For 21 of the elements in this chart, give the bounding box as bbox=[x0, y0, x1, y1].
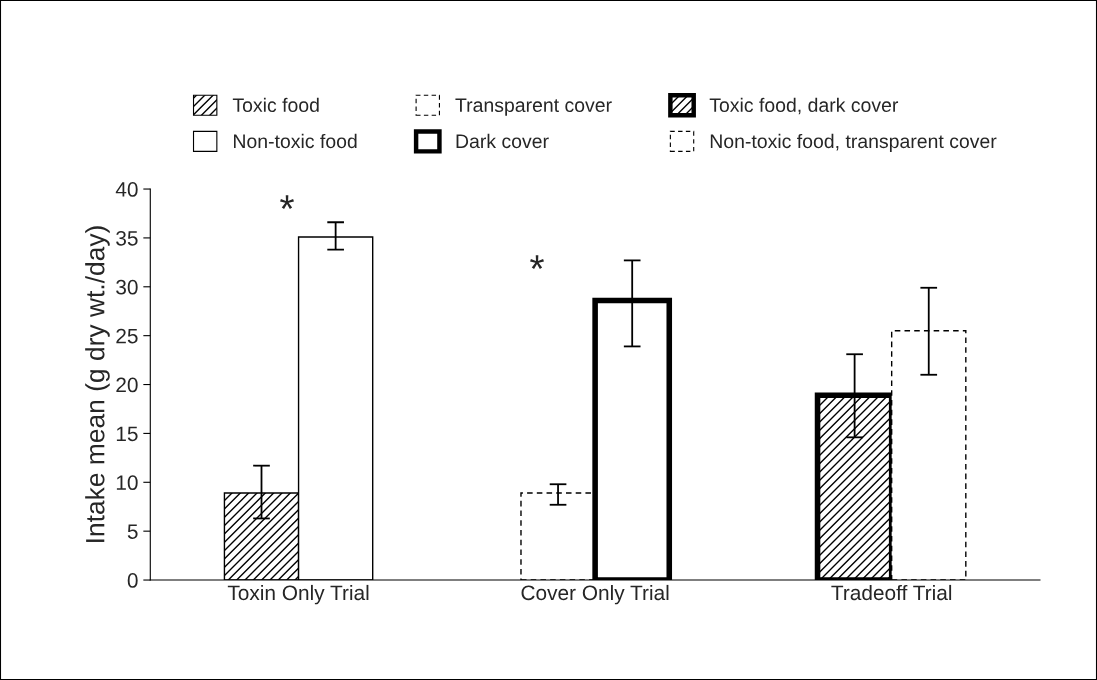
x-tick-label: Cover Only Trial bbox=[521, 584, 669, 605]
legend-label: Dark cover bbox=[456, 133, 549, 149]
y-tick-label: 30 bbox=[116, 279, 138, 295]
annotation: * bbox=[530, 255, 544, 269]
legend-label: Toxic food bbox=[232, 97, 319, 113]
y-tick-label: 15 bbox=[116, 426, 138, 442]
legend-label: Non-toxic food, transparent cover bbox=[710, 133, 997, 152]
y-tick-label: 40 bbox=[115, 182, 138, 197]
legend-label: Transparent cover bbox=[455, 98, 612, 116]
y-axis-title: Intake mean (g dry wt./day) bbox=[85, 226, 110, 542]
x-tick-label: Tradeoff Trial bbox=[831, 584, 952, 601]
y-tick-label: 0 bbox=[127, 573, 138, 588]
x-tick-label: Toxin Only Trial bbox=[227, 584, 369, 605]
y-tick-label: 5 bbox=[127, 524, 138, 539]
y-tick-label: 25 bbox=[116, 328, 138, 344]
y-tick-label: 35 bbox=[116, 230, 138, 246]
legend-label: Toxic food, dark cover bbox=[709, 97, 899, 115]
annotation: * bbox=[280, 195, 294, 209]
legend-label: Non-toxic food bbox=[234, 133, 357, 149]
y-tick-label: 10 bbox=[116, 475, 138, 491]
y-tick-label: 20 bbox=[116, 377, 138, 393]
